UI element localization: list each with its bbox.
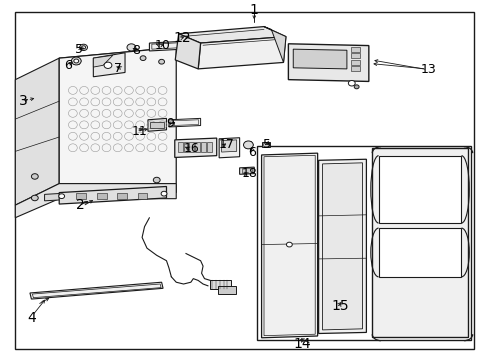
Polygon shape: [59, 186, 166, 204]
Polygon shape: [378, 156, 461, 223]
Polygon shape: [148, 118, 166, 131]
Polygon shape: [318, 159, 366, 333]
Bar: [117, 193, 127, 199]
Text: 18: 18: [242, 167, 257, 180]
Text: 1: 1: [249, 3, 258, 17]
Text: 5: 5: [263, 138, 270, 151]
Polygon shape: [239, 167, 254, 174]
Ellipse shape: [31, 174, 38, 179]
Polygon shape: [178, 27, 285, 43]
Polygon shape: [221, 140, 236, 152]
Polygon shape: [371, 148, 467, 337]
Text: 6: 6: [64, 59, 72, 72]
Bar: [350, 47, 359, 52]
Polygon shape: [168, 118, 200, 127]
Bar: [183, 142, 188, 152]
Ellipse shape: [80, 44, 87, 50]
Polygon shape: [30, 282, 163, 299]
Polygon shape: [15, 58, 59, 205]
Polygon shape: [198, 37, 285, 69]
Bar: [76, 193, 86, 199]
Polygon shape: [59, 48, 176, 184]
Bar: [256, 146, 470, 339]
Text: 12: 12: [173, 31, 191, 45]
Polygon shape: [264, 27, 285, 62]
Ellipse shape: [243, 141, 253, 149]
Ellipse shape: [59, 194, 64, 198]
Bar: [350, 66, 359, 71]
Bar: [206, 142, 211, 152]
Polygon shape: [93, 53, 125, 77]
Bar: [97, 193, 106, 199]
Ellipse shape: [353, 85, 358, 89]
Bar: [217, 286, 236, 294]
Polygon shape: [174, 138, 216, 157]
Ellipse shape: [71, 57, 81, 65]
Text: 10: 10: [154, 39, 170, 52]
Bar: [210, 280, 230, 289]
Polygon shape: [378, 229, 461, 277]
Polygon shape: [219, 138, 239, 158]
Ellipse shape: [74, 59, 79, 63]
Ellipse shape: [161, 191, 166, 196]
Text: 7: 7: [114, 62, 122, 75]
Polygon shape: [19, 89, 110, 102]
Text: 6: 6: [248, 145, 256, 158]
Text: 8: 8: [132, 44, 140, 57]
Text: 15: 15: [330, 299, 348, 313]
Polygon shape: [261, 153, 317, 338]
Bar: [201, 142, 205, 152]
Text: 4: 4: [27, 311, 36, 325]
Bar: [241, 168, 252, 172]
Polygon shape: [175, 34, 200, 69]
Polygon shape: [15, 184, 176, 218]
Bar: [150, 122, 163, 129]
Bar: [350, 54, 359, 58]
Bar: [350, 60, 359, 64]
Text: 9: 9: [166, 117, 174, 130]
Polygon shape: [93, 55, 113, 67]
Polygon shape: [59, 184, 176, 192]
Ellipse shape: [81, 46, 85, 49]
Text: 2: 2: [76, 198, 85, 212]
Bar: [189, 142, 194, 152]
Bar: [261, 143, 270, 147]
Ellipse shape: [153, 177, 160, 183]
Text: 14: 14: [293, 337, 310, 351]
Polygon shape: [293, 49, 346, 69]
Ellipse shape: [31, 195, 38, 201]
Ellipse shape: [158, 59, 164, 64]
Text: 5: 5: [75, 43, 82, 56]
Ellipse shape: [127, 44, 136, 51]
Text: 3: 3: [19, 94, 28, 108]
Ellipse shape: [347, 81, 354, 86]
Bar: [177, 142, 182, 152]
Bar: [195, 142, 200, 152]
Polygon shape: [59, 48, 176, 66]
Ellipse shape: [104, 62, 112, 68]
Text: 17: 17: [219, 138, 235, 152]
Text: 16: 16: [183, 142, 199, 155]
Ellipse shape: [140, 56, 146, 60]
Text: 11: 11: [131, 125, 147, 138]
Bar: [262, 143, 269, 145]
Polygon shape: [44, 187, 166, 201]
Polygon shape: [288, 44, 368, 81]
Polygon shape: [149, 40, 203, 51]
Polygon shape: [322, 163, 362, 330]
Bar: [138, 193, 147, 199]
Ellipse shape: [286, 242, 292, 247]
Text: 13: 13: [420, 63, 436, 76]
